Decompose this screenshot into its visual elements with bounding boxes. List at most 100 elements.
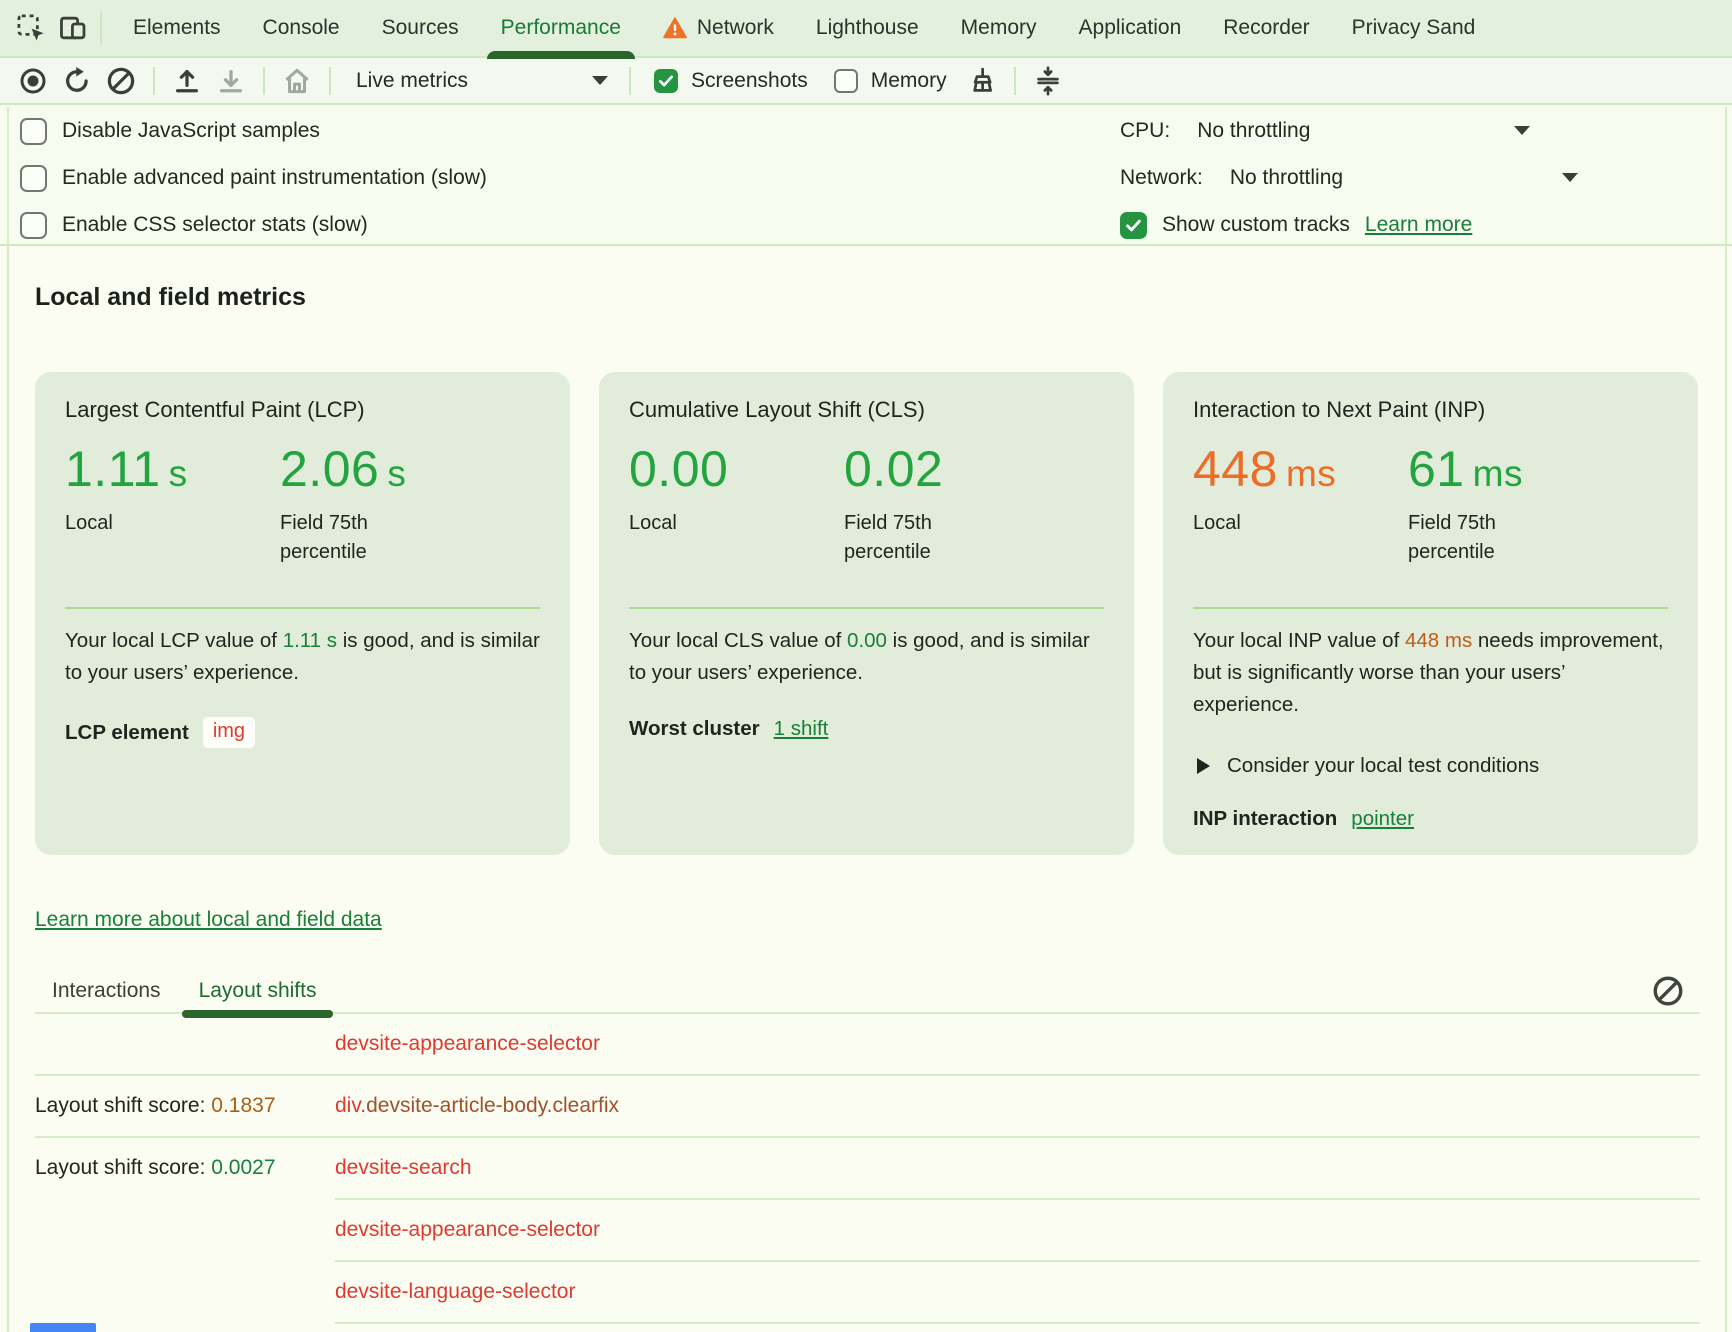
tab-sources[interactable]: Sources [381, 16, 459, 39]
device-toolbar-icon [58, 13, 88, 43]
panel-tabs: Elements Console Sources Performance Net… [112, 0, 1496, 59]
inp-interaction-label: INP interaction [1193, 807, 1338, 830]
checkbox-unchecked-icon [833, 68, 858, 93]
divider [35, 1074, 1700, 1076]
tab-elements[interactable]: Elements [133, 16, 221, 39]
device-toolbar-button[interactable] [52, 7, 94, 49]
checkbox-unchecked-icon [20, 164, 47, 192]
layout-shift-row[interactable]: devsite-appearance-selector [35, 1200, 1700, 1260]
metric-card-inp: Interaction to Next Paint (INP) 448 ms Lo… [1163, 372, 1698, 855]
active-tab-underline [181, 1010, 334, 1018]
record-button[interactable] [14, 62, 52, 100]
tab-performance[interactable]: Performance [480, 0, 642, 59]
clear-log-button[interactable] [1648, 971, 1688, 1011]
tab-memory[interactable]: Memory [960, 16, 1037, 39]
cpu-throttling-select[interactable]: CPU: No throttling [1120, 117, 1590, 145]
divider [335, 1322, 1700, 1324]
layout-shift-score: 0.0027 [211, 1156, 276, 1179]
history-dropdown-value: Live metrics [356, 68, 469, 92]
live-metrics-view: Local and field metrics Largest Contentf… [0, 246, 1732, 1332]
advanced-paint-instrumentation-checkbox[interactable]: Enable advanced paint instrumentation (s… [20, 164, 1732, 192]
disable-js-samples-checkbox[interactable]: Disable JavaScript samples [20, 117, 1732, 145]
lcp-element-chip[interactable]: img [202, 717, 256, 748]
tab-privacy-sandbox[interactable]: Privacy Sand [1351, 16, 1476, 39]
divider [153, 66, 155, 95]
panel-right-border [1725, 107, 1727, 1332]
save-profile-button[interactable] [212, 62, 250, 100]
layout-shift-row[interactable]: div.devsite-floating-action-buttons [35, 1324, 1700, 1332]
chevron-down-icon [1514, 126, 1530, 135]
devtools-tabbar: Elements Console Sources Performance Net… [0, 0, 1732, 59]
divider [335, 1260, 1700, 1262]
download-icon [216, 66, 246, 96]
tab-application[interactable]: Application [1078, 16, 1182, 39]
home-button[interactable] [278, 62, 316, 100]
custom-tracks-learn-more-link[interactable]: Learn more [1364, 213, 1473, 236]
reload-and-record-button[interactable] [58, 62, 96, 100]
tab-layout-shifts[interactable]: Layout shifts [181, 969, 334, 1018]
local-label: Local [65, 512, 113, 534]
metric-card-cls: Cumulative Layout Shift (CLS) 0.00 Local… [599, 372, 1134, 855]
inspect-element-button[interactable] [10, 7, 52, 49]
checkbox-checked-icon [654, 68, 678, 93]
divider [65, 607, 540, 609]
element-link[interactable]: devsite-appearance-selector [335, 1218, 600, 1241]
layout-shift-score: 0.1837 [211, 1094, 276, 1117]
history-dropdown[interactable]: Live metrics [344, 62, 616, 100]
css-selector-stats-checkbox[interactable]: Enable CSS selector stats (slow) [20, 211, 1732, 239]
screenshots-checkbox[interactable]: Screenshots [654, 68, 808, 93]
tab-lighthouse[interactable]: Lighthouse [815, 16, 919, 39]
divider [329, 66, 331, 95]
tab-console[interactable]: Console [262, 16, 340, 39]
load-profile-button[interactable] [168, 62, 206, 100]
tab-network[interactable]: Network [642, 0, 795, 57]
metric-description: Your local CLS value of 0.00 is good, an… [629, 629, 1090, 684]
capture-settings-left: Disable JavaScript samples Enable advanc… [20, 117, 1732, 239]
metric-description: Your local INP value of 448 ms needs imp… [1193, 629, 1664, 716]
local-field-learn-more-link[interactable]: Learn more about local and field data [35, 908, 382, 931]
tab-interactions[interactable]: Interactions [52, 979, 161, 1002]
element-link[interactable]: devsite-search [335, 1156, 472, 1179]
field-label: Field 75th percentile [844, 512, 932, 563]
home-icon [282, 66, 312, 96]
live-metrics-log: Interactions Layout shifts [35, 970, 1700, 1332]
inp-interaction-link[interactable]: pointer [1351, 807, 1414, 830]
clear-button[interactable] [102, 62, 140, 100]
element-link[interactable]: devsite-appearance-selector [335, 1032, 600, 1055]
chevron-down-icon [1562, 173, 1578, 182]
worst-cluster-label: Worst cluster [629, 717, 760, 740]
memory-checkbox[interactable]: Memory [833, 68, 947, 93]
collapse-panel-button[interactable] [1029, 62, 1067, 100]
tab-recorder[interactable]: Recorder [1223, 16, 1310, 39]
element-link[interactable]: div.devsite-article-body.clearfix [335, 1094, 620, 1117]
worst-cluster-link[interactable]: 1 shift [773, 717, 829, 740]
log-tabs: Interactions Layout shifts [35, 969, 1700, 1018]
layout-shift-row[interactable]: Layout shift score: 0.0027 devsite-searc… [35, 1156, 472, 1179]
layout-shift-row[interactable]: Layout shift score: 0.1837 div.devsite-a… [35, 1094, 620, 1117]
block-icon [106, 66, 136, 96]
local-value: 0.00 [629, 441, 729, 497]
metric-card-title: Interaction to Next Paint (INP) [1193, 397, 1486, 422]
panel-left-border [7, 107, 9, 1332]
chevron-down-icon [592, 76, 608, 85]
metric-card-lcp: Largest Contentful Paint (LCP) 1.11 s Loc… [35, 372, 570, 855]
local-label: Local [629, 512, 677, 534]
collect-garbage-button[interactable] [963, 62, 1001, 100]
metric-card-title: Largest Contentful Paint (LCP) [65, 397, 365, 422]
capture-settings: Disable JavaScript samples Enable advanc… [0, 105, 1732, 246]
field-value: 2.06 s [280, 441, 407, 497]
network-throttling-select[interactable]: Network: No throttling [1120, 164, 1590, 192]
checkbox-unchecked-icon [20, 211, 47, 239]
checkbox-checked-icon[interactable] [1120, 211, 1147, 239]
local-value: 448 ms [1193, 441, 1337, 497]
element-link[interactable]: devsite-language-selector [335, 1280, 576, 1303]
divider [1193, 607, 1668, 609]
layout-shift-row[interactable]: devsite-language-selector [35, 1262, 1700, 1322]
local-test-conditions-disclosure[interactable]: Consider your local test conditions [1193, 751, 1668, 781]
warning-icon [663, 17, 687, 39]
layout-shift-row[interactable]: devsite-appearance-selector [35, 1014, 1700, 1074]
reload-icon [62, 66, 92, 96]
divider [1013, 66, 1016, 95]
divider [335, 1198, 1700, 1200]
